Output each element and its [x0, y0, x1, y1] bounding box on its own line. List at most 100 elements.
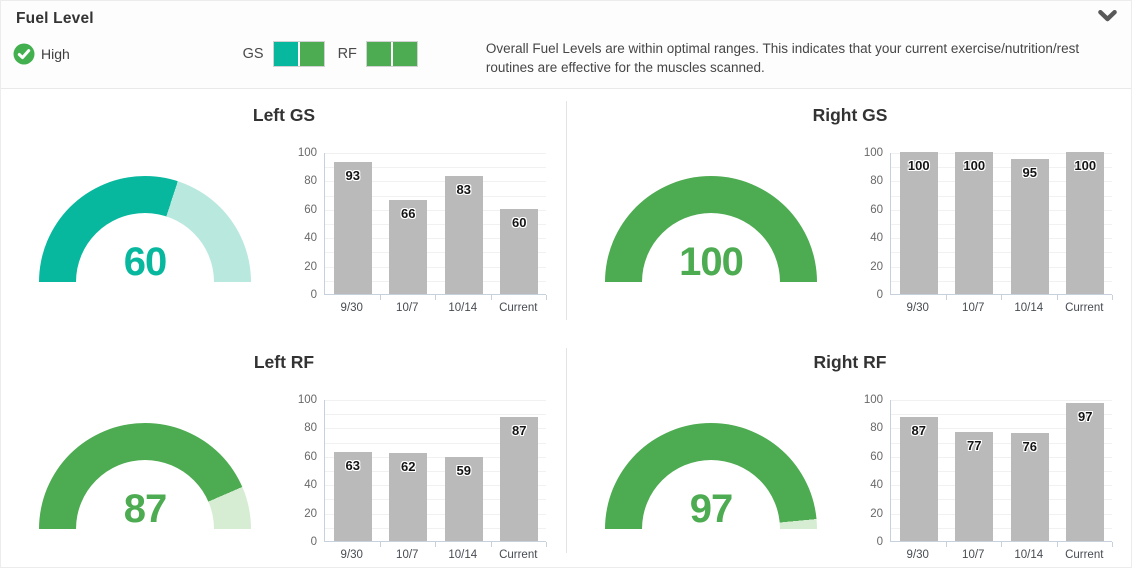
bar — [899, 417, 938, 541]
bar — [955, 152, 994, 294]
x-axis-label: Current — [499, 549, 538, 561]
y-axis: 0 20 40 60 80 100 — [294, 147, 324, 301]
x-axis-label: 10/7 — [396, 549, 419, 561]
legend-label: RF — [337, 46, 357, 62]
y-axis: 0 20 40 60 80 100 — [294, 394, 324, 548]
panel-title: Right GS — [812, 105, 888, 125]
gridline — [891, 527, 1112, 529]
y-axis-label: 100 — [297, 394, 317, 406]
chart-plot-area: 0 20 40 60 80 100 100 100 95 100 — [860, 147, 1113, 301]
y-axis-label: 60 — [304, 450, 317, 463]
y-axis-label: 40 — [870, 479, 883, 492]
x-axis-tick — [945, 542, 947, 547]
title-row: Fuel Level — [1, 1, 1131, 28]
gridline — [891, 209, 1112, 211]
x-axis-tick — [945, 295, 947, 300]
x-axis-tick — [1056, 295, 1058, 300]
x-axis-label: 10/7 — [962, 549, 985, 561]
panel-body: 100 0 20 40 60 80 100 100 100 95 100 9/30 10/7 10/14 C… — [567, 147, 1131, 315]
gridline — [325, 428, 546, 430]
plot: 63 62 59 87 — [324, 400, 547, 547]
gridline — [891, 428, 1112, 430]
chart-plot-area: 0 20 40 60 80 100 93 66 83 60 — [294, 147, 547, 301]
y-axis-label: 20 — [304, 260, 317, 273]
gridline — [891, 266, 1112, 268]
x-axis-tick — [435, 542, 436, 547]
gridline — [325, 400, 546, 401]
bar-chart: 0 20 40 60 80 100 100 100 95 100 9/30 10/7 10/14 Curr… — [860, 147, 1113, 315]
x-axis-tick — [490, 542, 492, 547]
x-axis-label: Current — [499, 302, 538, 314]
chevron-down-icon[interactable] — [1098, 10, 1117, 23]
gridline — [891, 224, 1112, 225]
y-axis-label: 20 — [870, 507, 883, 520]
y-axis-label: 20 — [870, 260, 883, 273]
x-axis: 9/30 10/7 10/14 Current — [294, 542, 546, 562]
y-axis-label: 60 — [870, 450, 883, 463]
x-axis-tick — [1112, 542, 1113, 547]
check-circle-icon — [13, 43, 35, 65]
x-axis-labels: 9/30 10/7 10/14 Current — [324, 542, 546, 562]
gauge-value: 97 — [689, 487, 734, 529]
gridline — [891, 238, 1112, 240]
bar-value-label: 100 — [963, 158, 986, 173]
legend-swatch — [273, 42, 298, 66]
fuel-legend: GS RF — [243, 41, 431, 67]
gridline — [891, 167, 1112, 169]
y-axis-label: 80 — [304, 175, 317, 188]
gridline — [325, 456, 546, 458]
gridline — [891, 195, 1112, 197]
summary-text: Overall Fuel Levels are within optimal r… — [485, 41, 1080, 75]
gridline — [325, 181, 546, 183]
gauge: 87 — [39, 423, 251, 529]
bar — [1010, 433, 1049, 541]
bar — [389, 200, 428, 294]
x-axis: 9/30 10/7 10/14 Current — [294, 295, 546, 315]
legend-swatch — [366, 42, 391, 66]
bar — [899, 152, 938, 294]
plot: 93 66 83 60 — [324, 153, 547, 300]
y-axis-label: 80 — [870, 175, 883, 188]
panel-title: Left GS — [252, 105, 316, 125]
panel-title: Right RF — [813, 352, 887, 372]
bar — [333, 451, 372, 541]
gridline — [325, 224, 546, 225]
panel-left-rf: Left RF 87 0 20 40 60 80 100 63 62 59 87 9/30 10/7 10/… — [1, 336, 567, 567]
status-indicator: High — [13, 43, 243, 65]
y-axis-label: 40 — [304, 232, 317, 245]
y-axis-label: 40 — [304, 479, 317, 492]
bar-value-label: 59 — [456, 463, 471, 479]
y-axis-label: 60 — [304, 203, 317, 216]
x-axis-label: 9/30 — [340, 549, 363, 561]
gridline — [325, 153, 546, 154]
gridline — [325, 513, 546, 515]
bar — [500, 417, 539, 541]
gridline — [891, 181, 1112, 183]
legend-label: GS — [242, 46, 264, 62]
x-axis-label: 10/14 — [1014, 302, 1044, 314]
bar — [1066, 403, 1105, 541]
y-axis-label: 80 — [870, 422, 883, 435]
x-axis-tick — [546, 295, 547, 300]
bar — [1066, 152, 1105, 294]
bar — [389, 452, 428, 541]
bar-value-label: 87 — [512, 423, 527, 439]
panel-body: 97 0 20 40 60 80 100 87 77 76 97 9/30 10/7 10/14 Curre… — [567, 394, 1131, 562]
x-axis-tick — [490, 295, 492, 300]
x-axis-tick — [1112, 295, 1113, 300]
gauge-value: 87 — [123, 487, 168, 529]
panel-right-gs: Right GS 100 0 20 40 60 80 100 100 100 95 100 9/30 10… — [567, 89, 1131, 336]
x-axis-labels: 9/30 10/7 10/14 Current — [890, 542, 1112, 562]
bar-value-label: 95 — [1022, 165, 1037, 181]
x-axis-label: 10/14 — [1014, 549, 1044, 561]
widget-title: Fuel Level — [16, 10, 94, 27]
x-axis-tick — [379, 542, 381, 547]
legend-swatches — [365, 41, 418, 67]
gridline — [891, 153, 1112, 154]
x-axis-tick — [435, 295, 436, 300]
y-axis-label: 60 — [870, 203, 883, 216]
x-axis-labels: 9/30 10/7 10/14 Current — [890, 295, 1112, 315]
bar-value-label: 100 — [1074, 158, 1097, 173]
bar-value-label: 62 — [401, 458, 416, 474]
bar-chart: 0 20 40 60 80 100 93 66 83 60 9/30 10/7 10/14 Current — [294, 147, 547, 315]
